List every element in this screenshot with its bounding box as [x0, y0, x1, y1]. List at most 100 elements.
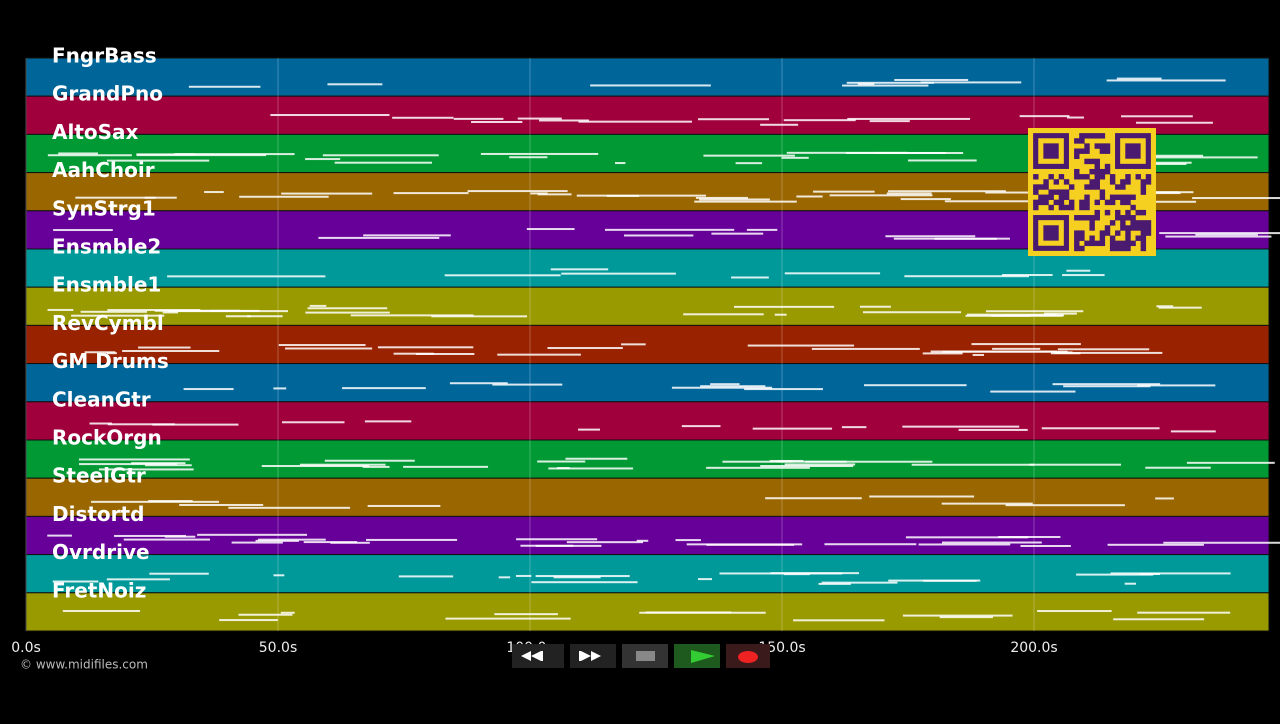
- forward-button[interactable]: [570, 644, 616, 668]
- note-segment: [1158, 306, 1202, 309]
- qr-module: [1074, 168, 1080, 175]
- note-segment: [330, 541, 370, 544]
- note-segment: [1053, 351, 1163, 354]
- qr-module: [1140, 225, 1147, 231]
- qr-module: [1099, 143, 1106, 149]
- note-segment: [526, 228, 575, 231]
- note-segment: [350, 314, 474, 317]
- note-segment: [75, 196, 177, 199]
- note-segment: [1113, 618, 1205, 621]
- note-segment: [695, 196, 749, 199]
- track-lane: [25, 57, 1270, 97]
- note-segment: [862, 311, 962, 314]
- note-segment: [793, 619, 885, 622]
- qr-module: [1084, 240, 1090, 247]
- note-segment: [114, 534, 186, 537]
- note-segment: [403, 465, 489, 468]
- note-segment: [107, 309, 201, 312]
- note-segment: [992, 347, 1041, 350]
- qr-module: [1089, 158, 1095, 165]
- track-lane: [25, 477, 1270, 517]
- qr-module: [1099, 240, 1106, 247]
- note-segment: [681, 425, 721, 428]
- play-button[interactable]: [674, 644, 720, 668]
- note-segment: [78, 463, 178, 466]
- note-segment: [1145, 466, 1211, 469]
- qr-module: [1043, 199, 1049, 206]
- qr-module: [1053, 199, 1060, 206]
- qr-module: [1120, 225, 1126, 231]
- note-segment: [845, 152, 964, 155]
- qr-module: [1099, 194, 1106, 200]
- qr-module: [1094, 158, 1100, 165]
- qr-module: [1120, 184, 1126, 190]
- qr-module: [1140, 230, 1147, 236]
- note-segment: [367, 504, 441, 507]
- note-segment: [273, 574, 285, 577]
- note-segment: [228, 506, 351, 509]
- qr-module: [1109, 245, 1116, 252]
- note-segment: [683, 313, 764, 316]
- qr-module: [1048, 194, 1054, 200]
- note-segment: [711, 232, 764, 235]
- note-segment: [971, 343, 1081, 346]
- qr-module: [1104, 143, 1111, 149]
- note-segment: [261, 465, 370, 468]
- track-name: SynStrg1: [52, 196, 156, 220]
- note-segment: [144, 196, 156, 199]
- note-segment: [1066, 116, 1084, 119]
- qr-module: [1063, 179, 1070, 185]
- qr-module: [1048, 189, 1054, 195]
- qr-module: [1140, 235, 1147, 241]
- note-segment: [174, 153, 295, 156]
- track-labels: FngrBass GrandPno AltoSax AahChoir SynStrg1 E…: [52, 44, 169, 603]
- note-segment: [281, 421, 345, 424]
- note-segment: [553, 576, 601, 579]
- qr-module: [1094, 215, 1100, 221]
- note-segment: [258, 538, 326, 541]
- note-segment: [71, 314, 165, 317]
- stop-button[interactable]: [622, 644, 668, 668]
- qr-module: [1079, 138, 1085, 144]
- qr-module: [1094, 240, 1100, 247]
- note-segment: [1137, 384, 1216, 387]
- qr-module: [1048, 174, 1054, 180]
- track-lane: [25, 554, 1270, 594]
- note-segment: [846, 81, 934, 84]
- note-segment: [699, 198, 770, 201]
- record-button[interactable]: [726, 644, 770, 668]
- qr-module: [1104, 209, 1111, 216]
- note-segment: [719, 572, 843, 575]
- note-segment: [615, 162, 626, 165]
- note-segment: [783, 119, 856, 122]
- note-segment: [922, 352, 963, 355]
- note-segment: [578, 120, 693, 123]
- note-segment: [590, 84, 711, 87]
- qr-module: [1068, 184, 1075, 190]
- qr-module: [1063, 189, 1070, 195]
- note-segment: [318, 236, 440, 239]
- note-segment: [744, 388, 823, 391]
- track-name: FretNoiz: [52, 578, 146, 602]
- track-lane: [25, 286, 1270, 326]
- qr-module: [1099, 168, 1106, 175]
- note-segment: [364, 420, 412, 423]
- note-segment: [918, 543, 1011, 546]
- track-name: FngrBass: [52, 44, 157, 68]
- note-segment: [604, 228, 735, 231]
- qr-module: [1079, 199, 1085, 206]
- rewind-button[interactable]: [512, 644, 564, 668]
- qr-module: [1145, 220, 1152, 226]
- track-name: GrandPno: [52, 82, 163, 106]
- qr-module: [1099, 230, 1106, 236]
- qr-module: [1043, 194, 1049, 200]
- qr-module: [1135, 220, 1141, 226]
- qr-module: [1109, 220, 1116, 226]
- note-segment: [149, 572, 209, 575]
- qr-module: [1125, 209, 1131, 216]
- qr-module: [1125, 179, 1131, 185]
- note-segment: [148, 500, 193, 503]
- note-segment: [58, 152, 98, 155]
- note-segment: [393, 352, 434, 355]
